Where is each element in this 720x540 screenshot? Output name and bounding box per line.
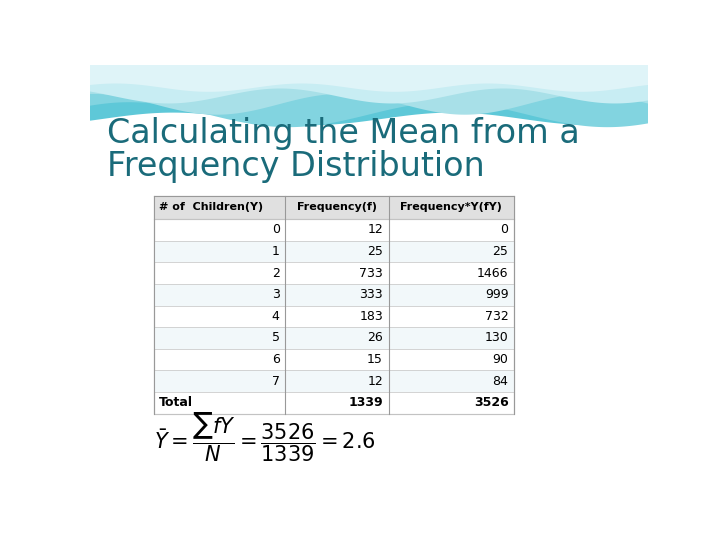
Text: 25: 25 bbox=[367, 245, 383, 258]
Text: 7: 7 bbox=[271, 375, 279, 388]
FancyBboxPatch shape bbox=[154, 370, 514, 392]
Text: 5: 5 bbox=[271, 332, 279, 345]
Polygon shape bbox=[90, 65, 648, 92]
Text: 1466: 1466 bbox=[477, 267, 508, 280]
Text: 130: 130 bbox=[485, 332, 508, 345]
Polygon shape bbox=[90, 65, 648, 125]
Text: 2: 2 bbox=[272, 267, 279, 280]
Text: 3: 3 bbox=[272, 288, 279, 301]
Text: 183: 183 bbox=[359, 310, 383, 323]
Text: 84: 84 bbox=[492, 375, 508, 388]
FancyBboxPatch shape bbox=[154, 196, 514, 219]
Polygon shape bbox=[90, 65, 648, 114]
Text: Frequency(f): Frequency(f) bbox=[297, 202, 377, 212]
Text: 4: 4 bbox=[272, 310, 279, 323]
Text: 26: 26 bbox=[367, 332, 383, 345]
Text: 15: 15 bbox=[367, 353, 383, 366]
Text: 3526: 3526 bbox=[474, 396, 508, 409]
Text: 12: 12 bbox=[367, 224, 383, 237]
Text: 999: 999 bbox=[485, 288, 508, 301]
Text: $\bar{Y} = \dfrac{\sum fY}{N} = \dfrac{3526}{1339} = 2.6$: $\bar{Y} = \dfrac{\sum fY}{N} = \dfrac{3… bbox=[154, 410, 376, 464]
Polygon shape bbox=[90, 65, 648, 127]
Polygon shape bbox=[90, 65, 648, 481]
Text: 0: 0 bbox=[500, 224, 508, 237]
Text: 732: 732 bbox=[485, 310, 508, 323]
Text: # of  Children(Y): # of Children(Y) bbox=[158, 202, 263, 212]
Text: 1: 1 bbox=[272, 245, 279, 258]
FancyBboxPatch shape bbox=[154, 241, 514, 262]
Text: 733: 733 bbox=[359, 267, 383, 280]
FancyBboxPatch shape bbox=[154, 327, 514, 349]
FancyBboxPatch shape bbox=[154, 196, 514, 414]
Text: 90: 90 bbox=[492, 353, 508, 366]
Polygon shape bbox=[90, 65, 648, 104]
Text: 12: 12 bbox=[367, 375, 383, 388]
Text: 1339: 1339 bbox=[348, 396, 383, 409]
FancyBboxPatch shape bbox=[154, 284, 514, 306]
Text: Calculating the Mean from a: Calculating the Mean from a bbox=[107, 117, 580, 150]
Text: 25: 25 bbox=[492, 245, 508, 258]
Text: 333: 333 bbox=[359, 288, 383, 301]
Text: 6: 6 bbox=[272, 353, 279, 366]
Text: Total: Total bbox=[158, 396, 193, 409]
Text: 0: 0 bbox=[271, 224, 279, 237]
Text: Frequency Distribution: Frequency Distribution bbox=[107, 150, 485, 183]
Text: Frequency*Y(fY): Frequency*Y(fY) bbox=[400, 202, 503, 212]
